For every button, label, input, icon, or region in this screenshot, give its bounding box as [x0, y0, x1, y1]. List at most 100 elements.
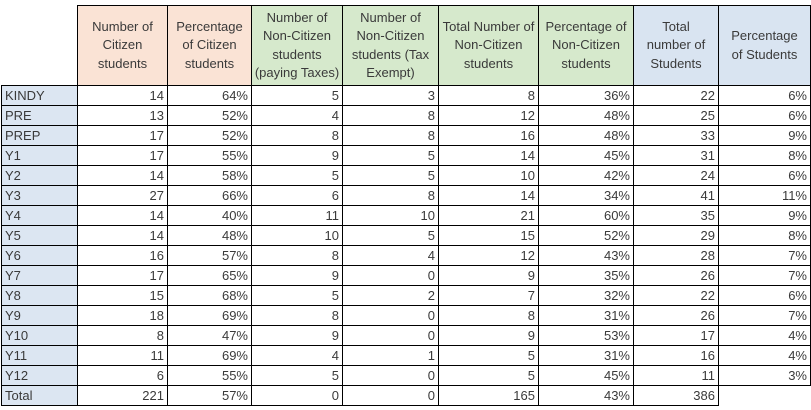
cell-y8-col1[interactable]: 68%: [167, 285, 252, 306]
cell-y9-col2[interactable]: 8: [251, 305, 343, 326]
cell-y9-col5[interactable]: 31%: [538, 305, 634, 326]
cell-total-col2[interactable]: 0: [251, 385, 343, 406]
cell-y6-col2[interactable]: 8: [251, 245, 343, 266]
cell-pre-col0[interactable]: 13: [77, 105, 168, 126]
cell-pre-col5[interactable]: 48%: [538, 105, 634, 126]
cell-y2-col3[interactable]: 5: [342, 165, 439, 186]
cell-y1-col5[interactable]: 45%: [538, 145, 634, 166]
cell-y2-col1[interactable]: 58%: [167, 165, 252, 186]
row-label-y1[interactable]: Y1: [1, 145, 78, 166]
row-label-prep[interactable]: PREP: [1, 125, 78, 146]
cell-y7-col6[interactable]: 26: [633, 265, 719, 286]
row-label-y9[interactable]: Y9: [1, 305, 78, 326]
cell-y11-col6[interactable]: 16: [633, 345, 719, 366]
cell-y5-col3[interactable]: 5: [342, 225, 439, 246]
cell-y7-col4[interactable]: 9: [438, 265, 539, 286]
cell-y10-col3[interactable]: 0: [342, 325, 439, 346]
cell-y7-col0[interactable]: 17: [77, 265, 168, 286]
row-label-y5[interactable]: Y5: [1, 225, 78, 246]
cell-y8-col6[interactable]: 22: [633, 285, 719, 306]
cell-prep-col5[interactable]: 48%: [538, 125, 634, 146]
cell-y12-col6[interactable]: 11: [633, 365, 719, 386]
cell-total-col3[interactable]: 0: [342, 385, 439, 406]
cell-y10-col1[interactable]: 47%: [167, 325, 252, 346]
cell-total-col6[interactable]: 386: [633, 385, 719, 406]
cell-y4-col5[interactable]: 60%: [538, 205, 634, 226]
cell-total-col0[interactable]: 221: [77, 385, 168, 406]
cell-prep-col1[interactable]: 52%: [167, 125, 252, 146]
cell-y12-col4[interactable]: 5: [438, 365, 539, 386]
cell-y3-col1[interactable]: 66%: [167, 185, 252, 206]
row-label-y10[interactable]: Y10: [1, 325, 78, 346]
cell-y3-col2[interactable]: 6: [251, 185, 343, 206]
cell-y10-col7[interactable]: 4%: [718, 325, 811, 346]
cell-y11-col0[interactable]: 11: [77, 345, 168, 366]
cell-y1-col2[interactable]: 9: [251, 145, 343, 166]
cell-prep-col6[interactable]: 33: [633, 125, 719, 146]
cell-prep-col4[interactable]: 16: [438, 125, 539, 146]
cell-y3-col0[interactable]: 27: [77, 185, 168, 206]
cell-y5-col1[interactable]: 48%: [167, 225, 252, 246]
cell-y10-col2[interactable]: 9: [251, 325, 343, 346]
cell-y5-col4[interactable]: 15: [438, 225, 539, 246]
cell-y12-col1[interactable]: 55%: [167, 365, 252, 386]
cell-y7-col2[interactable]: 9: [251, 265, 343, 286]
cell-y5-col2[interactable]: 10: [251, 225, 343, 246]
row-label-y2[interactable]: Y2: [1, 165, 78, 186]
cell-y7-col3[interactable]: 0: [342, 265, 439, 286]
cell-kindy-col0[interactable]: 14: [77, 85, 168, 106]
cell-y4-col2[interactable]: 11: [251, 205, 343, 226]
cell-y2-col5[interactable]: 42%: [538, 165, 634, 186]
row-label-y11[interactable]: Y11: [1, 345, 78, 366]
cell-y4-col7[interactable]: 9%: [718, 205, 811, 226]
column-header-1[interactable]: Percentage of Citizen students: [167, 5, 252, 86]
cell-kindy-col2[interactable]: 5: [251, 85, 343, 106]
cell-y8-col3[interactable]: 2: [342, 285, 439, 306]
row-label-y7[interactable]: Y7: [1, 265, 78, 286]
cell-y3-col3[interactable]: 8: [342, 185, 439, 206]
row-label-y8[interactable]: Y8: [1, 285, 78, 306]
cell-y12-col5[interactable]: 45%: [538, 365, 634, 386]
cell-y5-col5[interactable]: 52%: [538, 225, 634, 246]
cell-y12-col0[interactable]: 6: [77, 365, 168, 386]
cell-y4-col3[interactable]: 10: [342, 205, 439, 226]
cell-y9-col1[interactable]: 69%: [167, 305, 252, 326]
row-label-total[interactable]: Total: [1, 385, 78, 406]
cell-y8-col7[interactable]: 6%: [718, 285, 811, 306]
cell-y6-col4[interactable]: 12: [438, 245, 539, 266]
cell-kindy-col4[interactable]: 8: [438, 85, 539, 106]
cell-kindy-col7[interactable]: 6%: [718, 85, 811, 106]
cell-y11-col1[interactable]: 69%: [167, 345, 252, 366]
cell-pre-col7[interactable]: 6%: [718, 105, 811, 126]
cell-y9-col0[interactable]: 18: [77, 305, 168, 326]
cell-y3-col4[interactable]: 14: [438, 185, 539, 206]
column-header-6[interactable]: Total number of Students: [633, 5, 719, 86]
cell-y1-col4[interactable]: 14: [438, 145, 539, 166]
row-label-y12[interactable]: Y12: [1, 365, 78, 386]
cell-y2-col4[interactable]: 10: [438, 165, 539, 186]
cell-y8-col0[interactable]: 15: [77, 285, 168, 306]
cell-kindy-col3[interactable]: 3: [342, 85, 439, 106]
cell-y1-col1[interactable]: 55%: [167, 145, 252, 166]
cell-y7-col7[interactable]: 7%: [718, 265, 811, 286]
cell-y6-col7[interactable]: 7%: [718, 245, 811, 266]
cell-y10-col4[interactable]: 9: [438, 325, 539, 346]
cell-pre-col6[interactable]: 25: [633, 105, 719, 126]
cell-y2-col2[interactable]: 5: [251, 165, 343, 186]
cell-y1-col7[interactable]: 8%: [718, 145, 811, 166]
cell-y12-col2[interactable]: 5: [251, 365, 343, 386]
column-header-4[interactable]: Total Number of Non-Citizen students: [438, 5, 539, 86]
cell-y11-col3[interactable]: 1: [342, 345, 439, 366]
cell-pre-col2[interactable]: 4: [251, 105, 343, 126]
cell-y11-col7[interactable]: 4%: [718, 345, 811, 366]
cell-y2-col7[interactable]: 6%: [718, 165, 811, 186]
cell-kindy-col5[interactable]: 36%: [538, 85, 634, 106]
column-header-7[interactable]: Percentage of Students: [718, 5, 811, 86]
cell-y5-col0[interactable]: 14: [77, 225, 168, 246]
cell-y3-col5[interactable]: 34%: [538, 185, 634, 206]
cell-y6-col1[interactable]: 57%: [167, 245, 252, 266]
cell-y3-col6[interactable]: 41: [633, 185, 719, 206]
cell-prep-col0[interactable]: 17: [77, 125, 168, 146]
cell-y6-col0[interactable]: 16: [77, 245, 168, 266]
cell-y2-col6[interactable]: 24: [633, 165, 719, 186]
